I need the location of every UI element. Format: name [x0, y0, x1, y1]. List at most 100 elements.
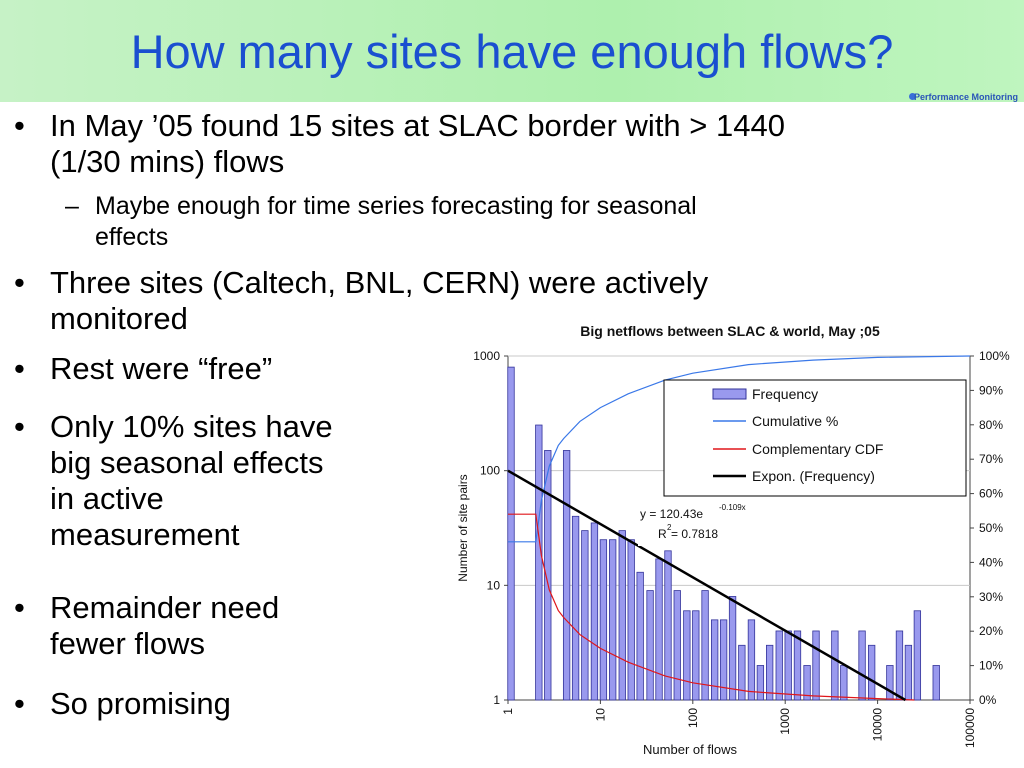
x-axis-ticks: 1 10 100 1000 10000 100000	[501, 700, 977, 748]
bullet-6: • Remainder need fewer flows	[14, 590, 279, 662]
y2-tick-label: 90%	[979, 383, 1003, 397]
frequency-bar	[609, 539, 617, 701]
y2-tick-label: 30%	[979, 590, 1003, 604]
bullet-marker: •	[14, 409, 25, 444]
bullet-marker: •	[14, 265, 25, 300]
bullet-line: Rest were “free”	[50, 351, 273, 386]
r2-value: = 0.7818	[671, 527, 718, 541]
frequency-bar	[886, 665, 894, 701]
slide-title: How many sites have enough flows?	[130, 25, 894, 78]
x-tick-label: 10	[593, 708, 607, 722]
bullet-line: In May ’05 found 15 sites at SLAC border…	[50, 108, 785, 143]
r2-superscript: 2	[667, 523, 672, 532]
frequency-bar	[747, 619, 756, 701]
cumulative-line	[508, 355, 971, 543]
x-tick-label: 100	[686, 708, 700, 728]
y2-tick-label: 60%	[979, 487, 1003, 501]
bullet-line: Three sites (Caltech, BNL, CERN) were ac…	[50, 265, 709, 300]
frequency-bar	[728, 596, 737, 701]
title-bar	[0, 0, 1024, 102]
y2-tick-label: 40%	[979, 555, 1003, 569]
frequency-bar	[664, 550, 672, 701]
y2-tick-label: 100%	[979, 349, 1010, 363]
x-tick-label: 100000	[963, 708, 977, 748]
ccdf-line	[508, 513, 915, 701]
logo-text: Performance Monitoring	[913, 92, 1018, 102]
netflows-chart: Big netflows between SLAC & world, May ;…	[456, 323, 1010, 757]
frequency-bar	[719, 619, 728, 701]
frequency-bar	[766, 644, 774, 701]
frequency-bar	[692, 610, 700, 701]
bullet-line: So promising	[50, 686, 231, 721]
bullet-line: in active	[50, 481, 164, 516]
frequency-bar	[627, 539, 635, 701]
frequency-bar	[858, 630, 866, 701]
bullet-marker: •	[14, 351, 25, 386]
equation-backdrop	[638, 500, 778, 546]
sub-bullet-marker: –	[65, 192, 79, 220]
frequency-bar	[646, 590, 654, 701]
y-tick-label: 100	[480, 464, 500, 478]
frequency-bar	[803, 665, 811, 701]
x-tick-label: 1000	[778, 708, 792, 735]
r2-label: R	[658, 527, 667, 541]
logo-icon	[909, 93, 916, 100]
frequency-bar	[840, 665, 848, 701]
chart-title: Big netflows between SLAC & world, May ;…	[580, 323, 880, 339]
bullet-line: big seasonal effects	[50, 445, 324, 480]
frequency-bar	[756, 665, 765, 701]
y2-tick-label: 10%	[979, 659, 1003, 673]
bullet-3: • Three sites (Caltech, BNL, CERN) were …	[14, 265, 709, 337]
frequency-bar	[812, 630, 820, 701]
frequency-bar	[507, 366, 515, 701]
frequency-bar	[599, 539, 608, 701]
frequency-bar	[673, 590, 681, 701]
series-lines	[507, 355, 971, 702]
bullet-line: Only 10% sites have	[50, 409, 333, 444]
frequency-bar	[831, 630, 839, 701]
frequency-bar	[581, 530, 589, 701]
bullet-line: monitored	[50, 301, 188, 336]
frequency-bar	[636, 571, 644, 701]
bullet-marker: •	[14, 590, 25, 625]
frequency-bar	[711, 619, 719, 701]
sub-bullet-1: – Maybe enough for time series forecasti…	[65, 191, 697, 253]
bullet-line: (1/30 mins) flows	[50, 144, 285, 179]
bullet-line: fewer flows	[50, 626, 206, 661]
y-axis-ticks: 1 10 100 1000	[473, 349, 508, 707]
bullet-5: • Only 10% sites have big seasonal effec…	[14, 409, 333, 553]
y-tick-label: 1	[493, 693, 500, 707]
y2-tick-label: 70%	[979, 452, 1003, 466]
frequency-bars	[507, 366, 940, 701]
frequency-bar	[535, 424, 543, 701]
frequency-bar	[701, 590, 709, 701]
legend-label-ccdf: Complementary CDF	[752, 441, 883, 457]
bullet-marker: •	[14, 108, 25, 143]
frequency-bar	[932, 665, 940, 701]
frequency-bar	[590, 522, 599, 701]
x-tick-label: 1	[501, 708, 515, 715]
bullet-marker: •	[14, 686, 25, 721]
bullet-7: • So promising	[14, 686, 231, 722]
frequency-bar	[784, 630, 792, 701]
frequency-bar	[544, 450, 552, 701]
frequency-bar	[904, 644, 913, 701]
equation-exponent: -0.109x	[719, 503, 746, 512]
frequency-bar	[655, 558, 663, 701]
legend-label-frequency: Frequency	[752, 386, 818, 402]
frequency-bar	[867, 644, 876, 701]
y2-tick-label: 50%	[979, 521, 1003, 535]
bullet-4: • Rest were “free”	[14, 351, 273, 387]
y2-tick-label: 20%	[979, 624, 1003, 638]
bullet-1: • In May ’05 found 15 sites at SLAC bord…	[14, 108, 785, 180]
frequency-bar	[562, 450, 571, 701]
sub-bullet-line: Maybe enough for time series forecasting…	[95, 192, 697, 220]
frequency-bar	[683, 610, 691, 701]
fit-line	[507, 469, 907, 702]
frequency-bar	[571, 515, 580, 701]
sub-bullet-line: effects	[95, 223, 169, 251]
bullet-line: measurement	[50, 517, 240, 552]
x-axis-label: Number of flows	[643, 742, 737, 757]
legend-swatch-frequency	[712, 388, 747, 400]
chart-legend: Frequency Cumulative % Complementary CDF…	[663, 379, 967, 497]
